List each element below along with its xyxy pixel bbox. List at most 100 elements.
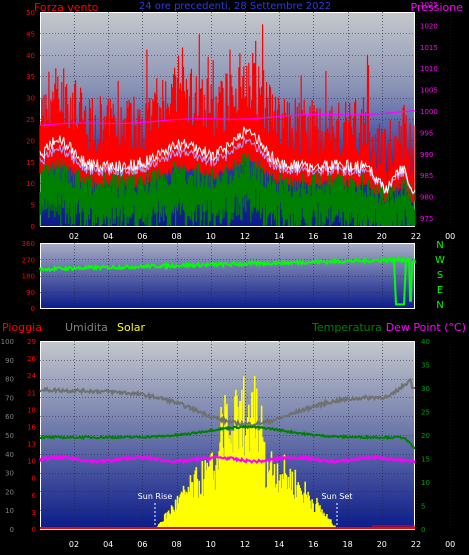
rain-tick-label: 3	[32, 509, 36, 517]
time-tick-label: 12	[240, 232, 250, 241]
sunrise-label: Sun Rise	[138, 492, 173, 501]
pressure-tick-label: 1025	[420, 1, 438, 9]
time-tick-label: 10	[206, 232, 216, 241]
wind-smoothed-series	[39, 126, 416, 194]
temperature-tick-label: 5	[421, 503, 425, 511]
time-axis-top: 02 04 06 08 10 12 14 16 18 20 22 00	[69, 232, 455, 241]
solar-title: Solar	[117, 321, 146, 334]
time-tick-label: 04	[103, 232, 113, 241]
wind-speed-tick-label: 25	[26, 116, 35, 124]
pressure-tick-label: 1020	[420, 22, 438, 30]
humidity-tick-label: 60	[5, 413, 14, 421]
time-tick-label: 10	[206, 540, 216, 549]
rain-axis: 0 3 6 8 10 13 16 18 21 24 26 29	[27, 338, 36, 534]
temperature-tick-label: 15	[421, 456, 430, 464]
rain-tick-label: 10	[27, 458, 36, 466]
wind-direction-dip	[393, 259, 410, 306]
rain-tick-label: 16	[27, 423, 36, 431]
wind-direction-axis: 0 90 180 270 360	[22, 240, 35, 313]
wind-speed-tick-label: 40	[26, 52, 35, 60]
time-tick-label: 12	[240, 540, 250, 549]
time-tick-label: 18	[343, 232, 353, 241]
rain-tick-label: 13	[27, 441, 36, 449]
humidity-tick-label: 0	[10, 526, 14, 534]
temperature-tick-label: 35	[421, 362, 430, 370]
temp-solar-series	[39, 376, 416, 529]
time-tick-label: 08	[172, 232, 182, 241]
humidity-title: Umidita	[65, 321, 108, 334]
time-tick-label: 16	[308, 232, 318, 241]
humidity-tick-label: 90	[5, 357, 14, 365]
pressure-axis: 975 980 985 990 995 1000 1005 1010 1015 1020 1025	[420, 1, 438, 223]
temperature-title: Temperatura	[311, 321, 382, 334]
wind-direction-tick-label: 270	[22, 256, 35, 264]
wind-speed-tick-label: 35	[26, 73, 35, 81]
wind-direction-frame	[40, 243, 415, 309]
time-tick-label: 00	[445, 232, 455, 241]
wind-average-series	[39, 153, 416, 226]
pressure-tick-label: 1005	[420, 87, 438, 95]
temperature-axis: 0 5 10 15 20 25 30 35 40	[421, 338, 430, 534]
pressure-tick-label: 995	[420, 129, 433, 137]
pressure-series	[39, 110, 416, 126]
humidity-tick-label: 20	[5, 488, 14, 496]
wind-speed-tick-label: 45	[26, 30, 35, 38]
time-tick-label: 16	[308, 540, 318, 549]
time-tick-label: 14	[274, 232, 284, 241]
humidity-tick-label: 40	[5, 451, 14, 459]
time-tick-label: 00	[445, 540, 455, 549]
temperature-tick-label: 25	[421, 409, 430, 417]
time-tick-label: 06	[137, 232, 147, 241]
compass-label: N	[436, 240, 443, 251]
temperature-tick-label: 0	[421, 526, 425, 534]
rain-tick-label: 29	[27, 338, 36, 346]
humidity-tick-label: 50	[5, 432, 14, 440]
wind-speed-tick-label: 50	[26, 9, 35, 17]
time-tick-label: 14	[274, 540, 284, 549]
wind-direction-series	[39, 255, 416, 306]
wind-mean-series	[39, 135, 416, 195]
wind-speed-axis: 0 5 10 15 20 25 30 35 40 45 50	[26, 9, 35, 231]
rain-tick-label: 8	[32, 475, 36, 483]
pressure-tick-label: 985	[420, 172, 433, 180]
humidity-tick-label: 100	[1, 338, 14, 346]
rain-tick-label: 18	[27, 406, 36, 414]
rain-tick-label: 0	[32, 526, 36, 534]
humidity-tick-label: 30	[5, 470, 14, 478]
pressure-tick-label: 975	[420, 215, 433, 223]
compass-label: S	[437, 270, 443, 281]
date-title: 24 ore precedenti, 28 Settembre 2022	[139, 1, 331, 12]
wind-direction-tick-label: 0	[31, 305, 35, 313]
wind-speed-tick-label: 0	[31, 223, 35, 231]
temperature-series	[39, 424, 415, 450]
compass-label: N	[436, 300, 443, 311]
temperature-tick-label: 20	[421, 432, 430, 440]
wind-speed-tick-label: 30	[26, 95, 35, 103]
time-tick-label: 20	[377, 232, 387, 241]
dewpoint-series	[39, 454, 416, 465]
pressure-tick-label: 980	[420, 194, 433, 202]
time-tick-label: 20	[377, 540, 387, 549]
rain-tick-label: 6	[32, 492, 37, 500]
sunset-label: Sun Set	[322, 492, 353, 501]
pressure-tick-label: 990	[420, 151, 433, 159]
time-tick-label: 18	[343, 540, 353, 549]
wind-direction-tick-label: 360	[22, 240, 35, 248]
wind-pressure-series	[39, 24, 416, 226]
humidity-tick-label: 70	[5, 394, 14, 402]
temperature-tick-label: 30	[421, 385, 430, 393]
wind-speed-tick-label: 15	[26, 159, 35, 167]
dewpoint-title: Dew Point (°C)	[386, 321, 466, 334]
temperature-tick-label: 10	[421, 479, 430, 487]
humidity-series	[39, 377, 415, 428]
time-tick-label: 02	[69, 540, 79, 549]
wind-speed-tick-label: 5	[31, 202, 35, 210]
wind-direction-grid	[40, 243, 451, 308]
wind-speed-tick-label: 20	[26, 137, 35, 145]
pressure-tick-label: 1015	[420, 44, 438, 52]
time-tick-label: 08	[172, 540, 182, 549]
wind-direction-series	[39, 255, 416, 302]
